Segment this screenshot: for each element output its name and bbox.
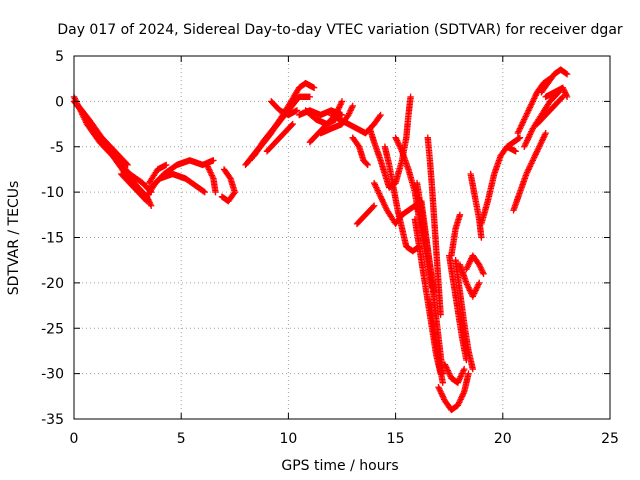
data-point [542, 129, 549, 137]
data-point [226, 174, 233, 181]
data-point [147, 202, 155, 209]
data-point [456, 211, 464, 219]
data-point [306, 93, 314, 101]
data-point [289, 120, 296, 128]
data-point [563, 70, 571, 78]
data-point [370, 203, 377, 210]
data-points [70, 66, 571, 414]
data-point [377, 111, 384, 119]
y-tick-label: -20 [41, 276, 64, 292]
data-point [476, 279, 483, 287]
y-tick-label: 5 [55, 49, 64, 65]
data-point [338, 111, 346, 119]
data-point [293, 107, 301, 114]
data-point [355, 142, 362, 149]
x-tick-label: 5 [177, 431, 186, 447]
data-point [407, 93, 414, 101]
chart-title: Day 017 of 2024, Sidereal Day-to-day VTE… [57, 22, 623, 38]
x-tick-label: 20 [494, 431, 512, 447]
y-tick-label: -15 [41, 231, 64, 247]
x-tick-label: 25 [601, 431, 619, 447]
y-tick-label: 0 [55, 94, 64, 110]
data-point [210, 157, 217, 164]
data-point [437, 311, 444, 318]
axes: 0 5 10 15 20 25 -35 -30 -25 -20 -15 -10 -5 0 5 [41, 49, 619, 447]
x-tick-label: 0 [70, 431, 79, 447]
data-point [349, 102, 356, 110]
x-tick-label: 15 [387, 431, 405, 447]
data-point [201, 188, 208, 196]
data-point [558, 94, 566, 102]
data-point [338, 98, 346, 105]
data-point [512, 148, 519, 155]
data-point [162, 161, 170, 169]
data-point [288, 121, 295, 129]
data-point [516, 134, 524, 141]
data-point [461, 365, 468, 373]
y-tick-label: -25 [41, 321, 64, 337]
x-axis-label: GPS time / hours [281, 458, 398, 474]
data-point [123, 160, 130, 168]
data-point [124, 161, 131, 169]
data-point [563, 93, 571, 101]
data-point [364, 161, 371, 169]
y-tick-label: -35 [41, 412, 64, 428]
data-point [363, 160, 371, 168]
data-point [212, 188, 219, 196]
y-axis-label: SDTVAR / TECUs [6, 181, 22, 296]
data-point [478, 234, 485, 241]
data-point [376, 113, 383, 120]
y-tick-label: -10 [41, 185, 64, 201]
y-tick-label: -30 [41, 367, 64, 383]
data-point [310, 84, 318, 91]
data-point [480, 270, 487, 277]
data-point [465, 370, 472, 377]
data-point [439, 379, 446, 386]
data-point [469, 365, 476, 373]
data-point [142, 196, 150, 204]
x-tick-label: 10 [279, 431, 297, 447]
y-tick-label: -5 [50, 140, 64, 156]
data-point [370, 202, 378, 209]
data-point [218, 193, 226, 200]
